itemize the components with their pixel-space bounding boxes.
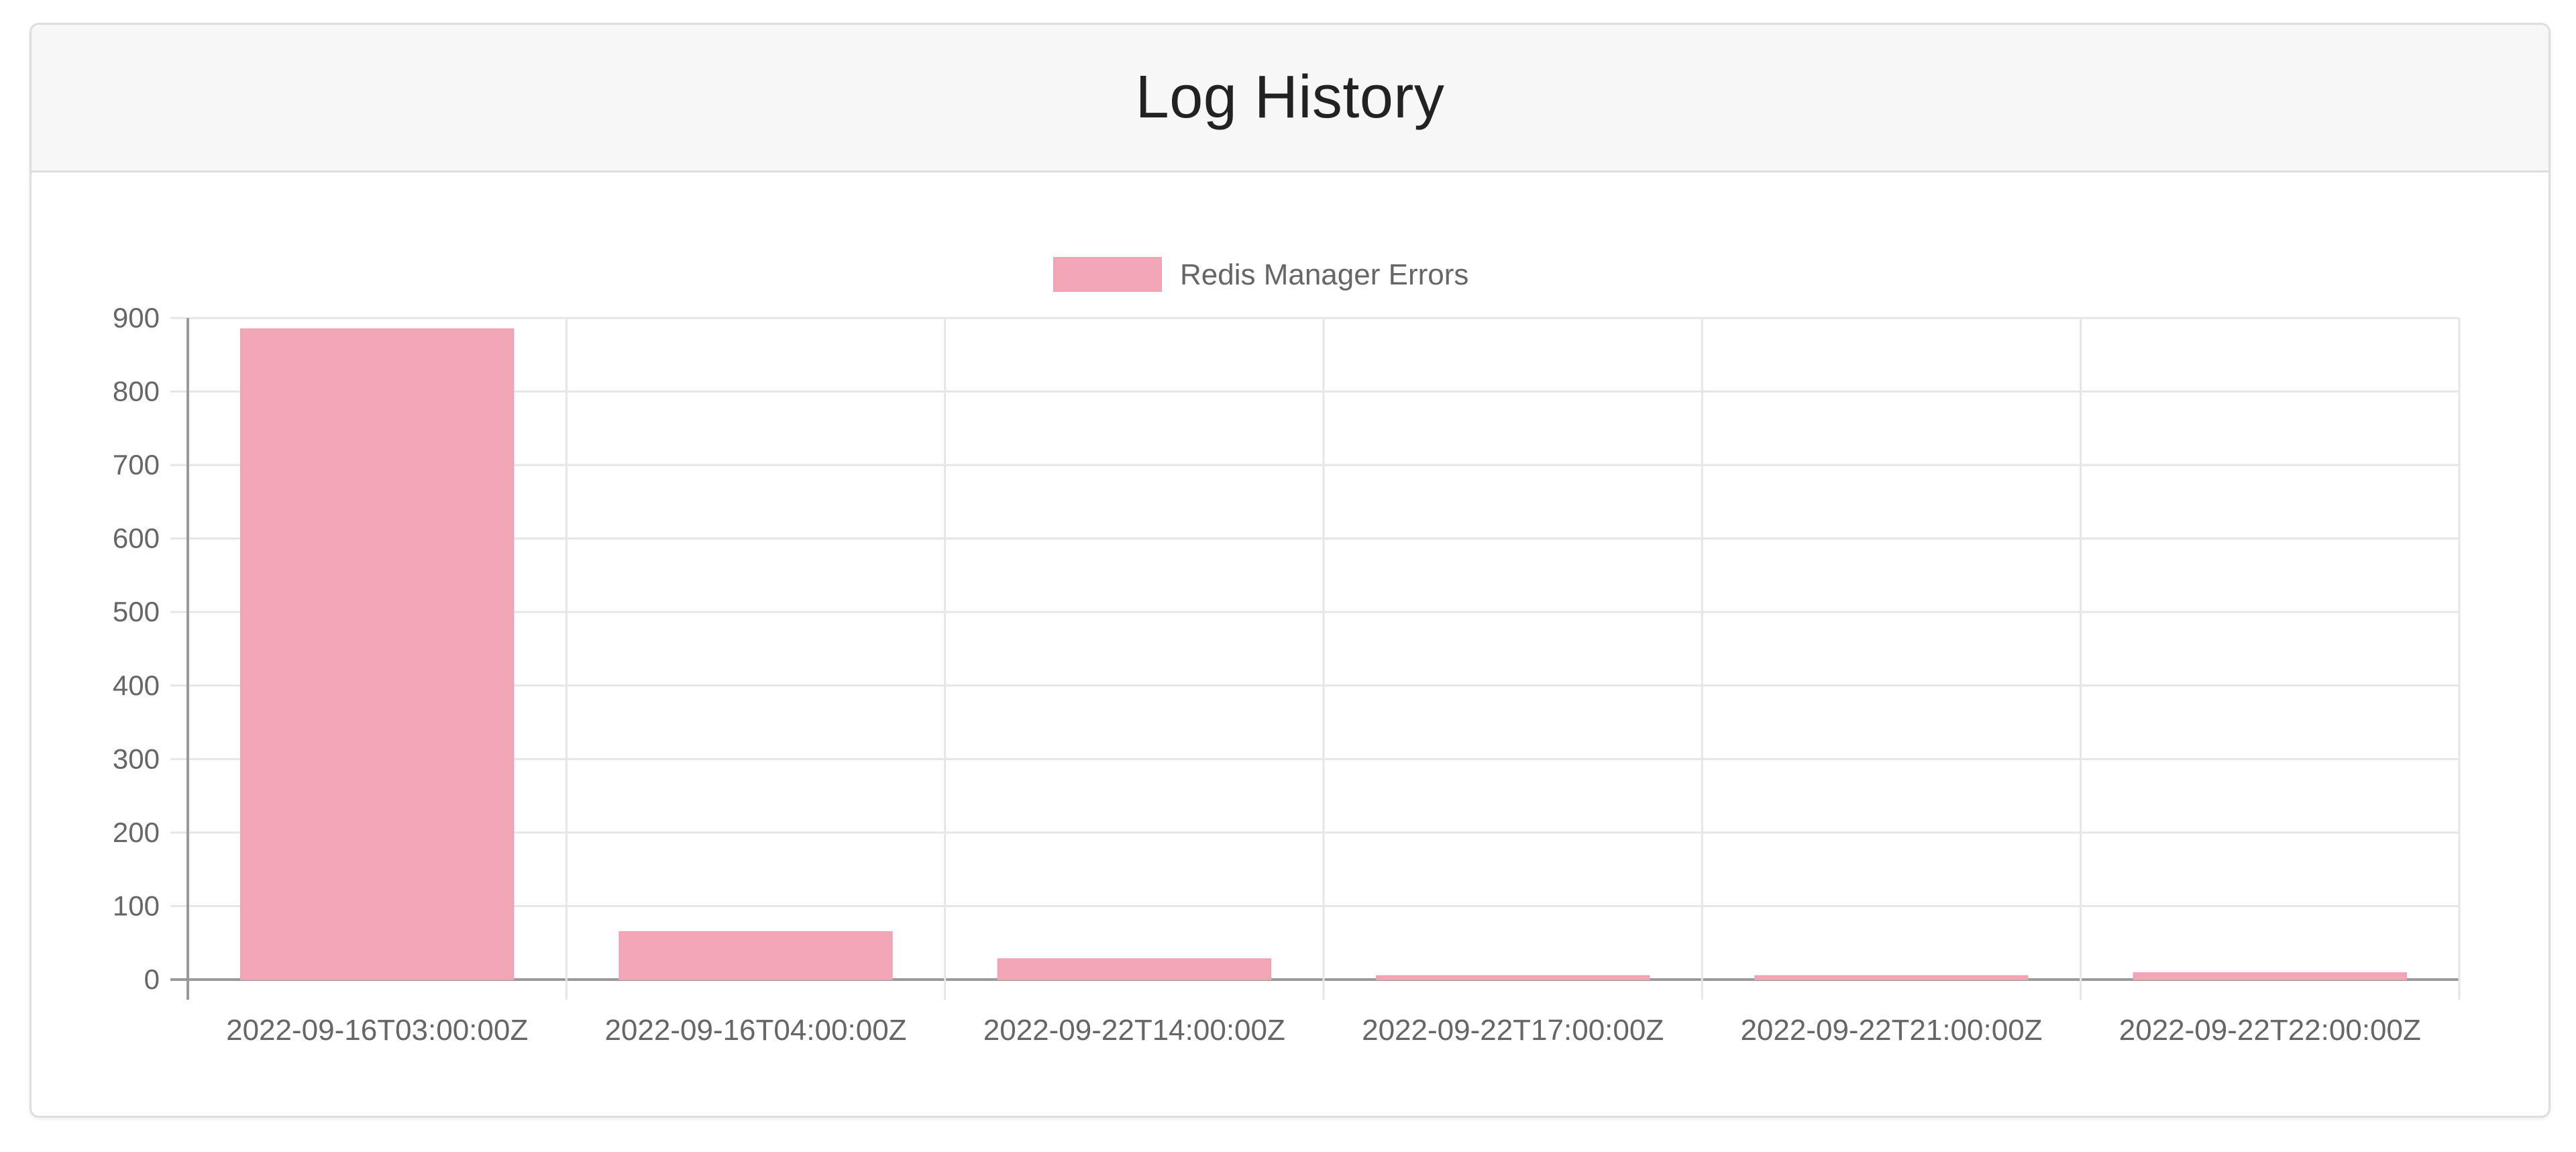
x-tick-label: 2022-09-22T21:00:00Z xyxy=(1740,1014,2042,1047)
x-tick-label: 2022-09-22T17:00:00Z xyxy=(1362,1014,1664,1047)
y-tick-label: 800 xyxy=(113,376,160,407)
x-tick-label: 2022-09-16T04:00:00Z xyxy=(604,1014,906,1047)
y-tick-label: 0 xyxy=(144,963,160,995)
x-tick-label: 2022-09-16T03:00:00Z xyxy=(226,1014,528,1047)
y-tick-label: 600 xyxy=(113,523,160,554)
bar xyxy=(240,328,515,980)
y-tick-label: 200 xyxy=(113,817,160,848)
y-tick-label: 900 xyxy=(113,302,160,333)
y-tick-label: 100 xyxy=(113,890,160,921)
x-tick-label: 2022-09-22T14:00:00Z xyxy=(983,1014,1285,1047)
card-header: Log History xyxy=(32,25,2548,172)
bar xyxy=(2133,972,2407,981)
y-tick-label: 400 xyxy=(113,670,160,701)
y-tick-label: 500 xyxy=(113,596,160,627)
bar xyxy=(619,931,893,981)
x-tick-label: 2022-09-22T22:00:00Z xyxy=(2119,1014,2421,1047)
bar xyxy=(1376,975,1650,980)
bar xyxy=(997,958,1271,981)
y-tick-label: 700 xyxy=(113,449,160,480)
legend-label: Redis Manager Errors xyxy=(1180,258,1468,291)
card-title: Log History xyxy=(1135,64,1445,131)
bar xyxy=(1754,975,2029,980)
legend-swatch xyxy=(1053,257,1162,292)
y-tick-label: 300 xyxy=(113,743,160,774)
